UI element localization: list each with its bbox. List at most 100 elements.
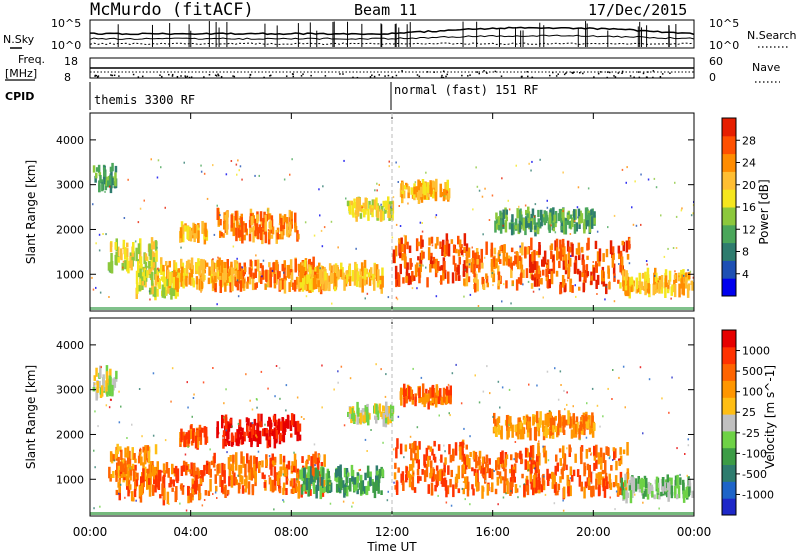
sparse-echo — [562, 509, 565, 512]
range-gate-cell — [365, 407, 369, 415]
sparse-echo — [109, 185, 111, 188]
range-gate-cell — [222, 273, 225, 286]
range-gate-cell — [211, 276, 214, 283]
range-gate-cell — [667, 491, 670, 502]
range-gate-cell — [415, 186, 418, 198]
colorbar-swatch — [722, 135, 736, 155]
range-gate-cell — [624, 285, 628, 297]
range-gate-cell — [682, 489, 686, 503]
range-gate-cell — [308, 259, 311, 268]
range-gate-cell — [598, 484, 601, 495]
range-gate-cell — [485, 457, 489, 464]
range-gate-cell — [174, 287, 178, 299]
range-gate-cell — [226, 430, 229, 443]
range-gate-cell — [536, 261, 539, 274]
range-gate-cell — [416, 262, 419, 273]
range-gate-cell — [566, 214, 570, 220]
sparse-echo — [395, 296, 398, 299]
freq-dot — [161, 75, 163, 78]
sparse-echo — [285, 409, 287, 412]
sparse-echo — [337, 246, 339, 249]
range-gate-cell — [567, 264, 571, 274]
range-gate-cell — [361, 480, 365, 492]
sparse-echo — [680, 209, 683, 212]
sparse-echo — [631, 206, 633, 209]
range-gate-cell — [582, 415, 586, 424]
range-gate-cell — [198, 492, 202, 500]
range-gate-cell — [154, 274, 158, 286]
range-gate-cell — [542, 420, 545, 432]
sparse-echo — [557, 398, 560, 401]
range-gate-cell — [529, 445, 533, 458]
range-gate-cell — [490, 258, 494, 267]
freq-dot — [659, 75, 662, 78]
range-gate-cell — [416, 445, 419, 459]
sparse-echo — [514, 251, 516, 254]
range-gate-cell — [298, 423, 302, 432]
sparse-echo — [265, 284, 268, 287]
freq-dot — [571, 71, 573, 74]
range-gate-cell — [579, 446, 583, 460]
range-gate-cell — [515, 279, 519, 291]
range-gate-cell — [572, 469, 576, 477]
range-gate-cell — [568, 444, 571, 454]
range-gate-cell — [363, 417, 367, 423]
range-gate-cell — [440, 192, 444, 197]
sparse-echo — [446, 191, 448, 194]
range-gate-cell — [188, 229, 191, 241]
range-gate-cell — [568, 221, 572, 229]
colorbar-tick-label: -500 — [742, 468, 767, 481]
range-gate-cell — [102, 380, 105, 392]
sparse-echo — [554, 367, 556, 370]
freq-dot — [184, 75, 186, 77]
sparse-echo — [681, 207, 683, 210]
range-gate-cell — [185, 260, 189, 274]
range-gate-cell — [436, 470, 440, 482]
sparse-echo — [625, 487, 627, 490]
sparse-echo — [217, 432, 220, 435]
range-gate-cell — [220, 260, 224, 273]
noise-sky-trace — [90, 26, 695, 36]
sparse-echo — [283, 178, 286, 181]
range-gate-cell — [182, 224, 185, 235]
range-gate-cell — [473, 264, 476, 278]
range-gate-cell — [542, 447, 546, 453]
sparse-echo — [493, 470, 495, 472]
range-gate-cell — [250, 429, 253, 438]
range-gate-cell — [172, 286, 176, 297]
range-gate-cell — [496, 457, 500, 465]
freq-dot — [486, 72, 488, 74]
range-gate-cell — [425, 388, 428, 394]
range-gate-cell — [273, 427, 277, 439]
range-gate-cell — [172, 277, 175, 289]
range-gate-cell — [626, 442, 629, 456]
time-tick-label: 00:00 — [677, 525, 712, 539]
range-gate-cell — [269, 457, 272, 470]
range-gate-cell — [194, 487, 198, 495]
range-gate-cell — [157, 470, 161, 481]
range-gate-cell — [339, 269, 343, 278]
range-gate-cell — [486, 282, 489, 288]
range-gate-cell — [189, 469, 192, 474]
sparse-echo — [524, 204, 527, 207]
range-gate-cell — [254, 430, 257, 437]
range-gate-cell — [316, 265, 319, 274]
range-gate-cell — [674, 475, 678, 486]
sparse-echo — [97, 425, 99, 428]
sparse-echo — [171, 367, 174, 370]
range-gate-cell — [421, 469, 424, 475]
range-gate-cell — [242, 271, 245, 277]
sparse-echo — [183, 485, 185, 488]
sparse-echo — [615, 490, 618, 493]
range-gate-cell — [514, 225, 517, 230]
range-gate-cell — [524, 246, 527, 258]
range-gate-cell — [170, 288, 173, 300]
range-gate-cell — [191, 495, 194, 501]
sparse-echo — [403, 456, 405, 459]
range-gate-cell — [583, 423, 586, 436]
range-gate-cell — [421, 239, 424, 248]
range-gate-cell — [682, 283, 685, 296]
range-gate-cell — [238, 262, 242, 271]
range-gate-cell — [460, 249, 464, 256]
range-gate-cell — [407, 273, 411, 286]
